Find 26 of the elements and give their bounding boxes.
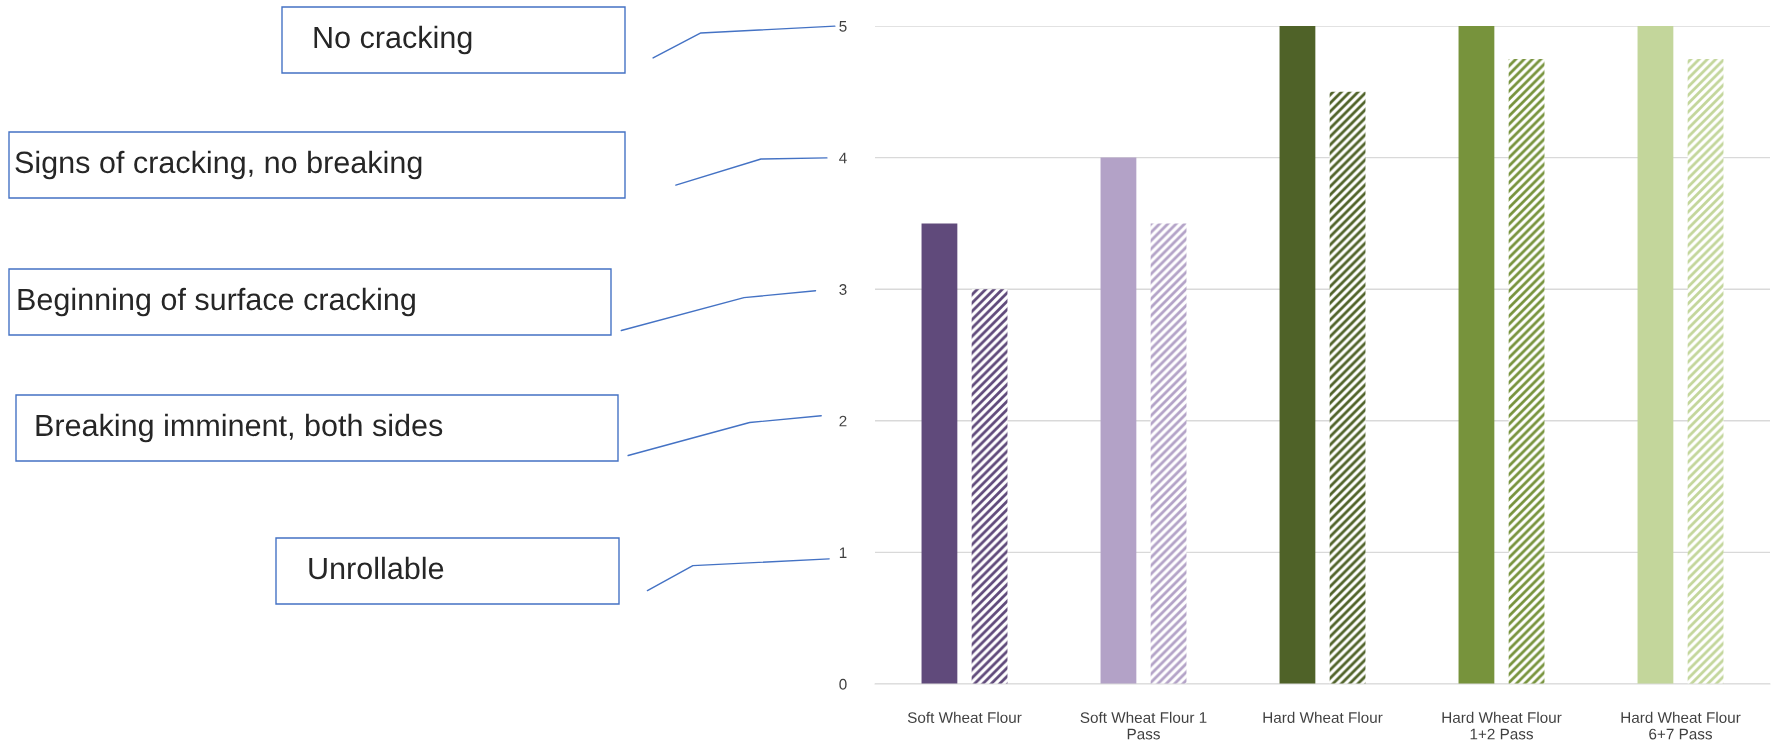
text: No cracking <box>314 25 472 55</box>
text: Breaking imminent, both sides <box>36 413 443 443</box>
text: Signs of cracking, no breaking <box>15 150 422 180</box>
bar <box>971 289 1008 684</box>
x-tick-label: Soft Wheat Flour 1 Pass <box>1080 711 1207 740</box>
bar <box>1100 157 1137 684</box>
bar <box>1150 223 1187 684</box>
bar <box>1458 26 1495 684</box>
bar <box>1329 91 1366 684</box>
x-tick-label: Soft Wheat Flour <box>907 711 1022 723</box>
bar <box>1508 58 1545 684</box>
y-tick-label: 5 <box>839 21 847 32</box>
x-tick-label: Hard Wheat Flour <box>1263 711 1383 723</box>
x-tick-label: Hard Wheat Flour 6+7 Pass <box>1621 711 1741 740</box>
bar <box>921 223 958 684</box>
text: Unrollable <box>309 556 444 580</box>
bar <box>1279 26 1316 684</box>
text: Beginning of surface cracking <box>18 287 415 317</box>
bar <box>1637 26 1674 684</box>
bar <box>1687 58 1724 684</box>
y-tick-label: 0 <box>839 678 847 690</box>
y-tick-label: 4 <box>839 152 847 164</box>
y-tick-label: 3 <box>839 284 847 295</box>
y-tick-label: 1 <box>839 547 847 558</box>
x-tick-label: Hard Wheat Flour 1+2 Pass <box>1442 711 1562 740</box>
y-tick-label: 2 <box>839 415 847 427</box>
